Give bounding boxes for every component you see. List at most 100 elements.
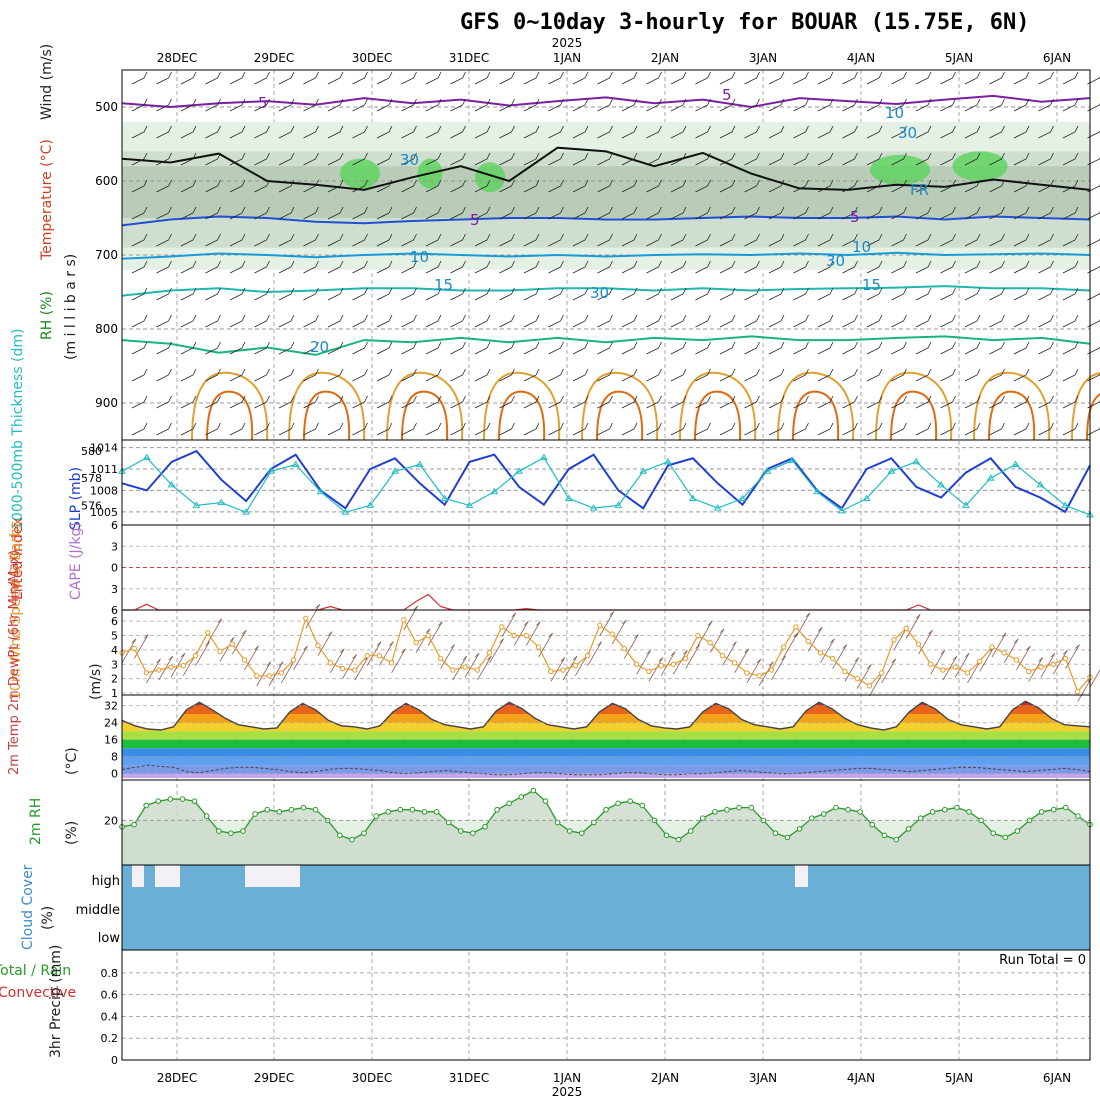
wind-barb (425, 98, 442, 112)
wind-barb (205, 422, 221, 436)
cloud-gap (245, 865, 300, 887)
wind-barb (646, 422, 662, 436)
wind-tick-5: 5 (111, 630, 118, 643)
wind-barb (205, 152, 221, 166)
wind-barb (425, 422, 442, 436)
wind-barb (1013, 287, 1030, 301)
wind-barb (156, 314, 172, 328)
li-tick-0: 0 (111, 562, 118, 575)
wind-barb (1062, 233, 1079, 247)
wind-barb (866, 287, 883, 301)
wind-barb (523, 233, 540, 247)
wind-barb (768, 233, 785, 247)
wind-barb (523, 368, 540, 382)
rh-ylabel: 2m RH (%) (28, 798, 80, 845)
thickness-marker (1061, 501, 1070, 508)
boundary-layer-contour (191, 371, 269, 441)
wind-barb (621, 125, 638, 139)
wind-barb (1013, 314, 1030, 328)
wind-barb (499, 341, 515, 355)
wind-speed-marker (315, 642, 321, 649)
wind-barb (597, 287, 613, 301)
wind-barb (940, 98, 956, 112)
li-tick--6: 6 (111, 519, 118, 532)
wind-barb (646, 341, 662, 355)
rh-marker (954, 804, 960, 811)
wind-barb (940, 260, 956, 274)
thickness-marker (192, 501, 201, 508)
wind-barb (940, 152, 956, 166)
wind-barb (989, 152, 1005, 166)
wind-barb (499, 314, 515, 328)
cape-ylabel: Lifted Index CAPE (J/kg) (10, 518, 84, 600)
wind-barb (1038, 98, 1054, 112)
wind-barb (376, 260, 393, 274)
rh-marker (554, 819, 561, 826)
wind-barb (303, 422, 319, 436)
wind-barb (768, 206, 785, 220)
wind-barb (695, 152, 711, 166)
wind-barb (474, 179, 491, 193)
wind-barb (548, 98, 564, 112)
rh-marker (421, 809, 428, 815)
wind-barb (572, 368, 589, 382)
bottom-day-label-31DEC: 31DEC (449, 1071, 489, 1085)
wind-barb (229, 206, 246, 220)
cloud-row-middle: middle (76, 903, 120, 918)
pressure-tick-600: 600 (95, 174, 118, 188)
wind-barb (964, 206, 981, 220)
wind-barb (1038, 179, 1054, 193)
thickness-marker (862, 494, 871, 502)
wind-barb (817, 260, 834, 274)
lifted-index-line (122, 593, 1090, 611)
wind-barb (817, 233, 834, 247)
surface-wind-barb (856, 664, 872, 689)
rh-marker (808, 815, 815, 822)
rh-marker (579, 830, 585, 836)
wind-barb (474, 341, 491, 355)
rh-moist-blob (870, 154, 930, 185)
wind-barb (303, 206, 319, 220)
wind-barb (376, 395, 393, 409)
surface-wind-barb (918, 629, 933, 655)
isotherm-1 (121, 146, 1091, 191)
wind-barb (156, 206, 172, 220)
boundary-layer-contour (890, 390, 938, 441)
wind-barb (474, 152, 491, 166)
wind-barb (401, 395, 417, 409)
wind-label: 10m Wind Speed & Barbs (8, 521, 24, 700)
temp-tick-32: 32 (104, 700, 118, 713)
wind-tick-6: 6 (111, 615, 118, 628)
wind-barb (499, 98, 515, 112)
rh-marker (300, 804, 307, 811)
wind-barb (352, 233, 368, 247)
wind-barb (156, 71, 172, 85)
wind-barb (376, 206, 393, 220)
wind-barb (842, 71, 858, 85)
surface-wind-barb (170, 652, 186, 678)
surface-wind-barb (378, 641, 394, 666)
wind-barb (744, 260, 760, 274)
wind-barb (621, 287, 638, 301)
wind-barb (1087, 427, 1100, 436)
wind-barb (523, 98, 540, 112)
precip-tick-0: 0 (111, 1054, 118, 1067)
cloud-ylabel: Cloud Cover (%) (20, 864, 56, 950)
wind-barb (303, 287, 319, 301)
wind-barb (768, 98, 785, 112)
wind-barb (205, 125, 221, 139)
wind-barb (205, 287, 221, 301)
rh-marker (397, 806, 404, 813)
wind-barb (327, 422, 344, 436)
rh-marker (566, 828, 573, 834)
wind-speed-marker (290, 657, 297, 663)
bottom-day-label-29DEC: 29DEC (254, 1071, 294, 1085)
wind-barb (180, 260, 197, 274)
wind-barb (719, 71, 736, 85)
wind-barb (1062, 206, 1079, 220)
wind-barb (670, 368, 687, 382)
rh-marker (131, 821, 137, 828)
rh-fill (122, 790, 1090, 865)
wind-barb (278, 368, 295, 382)
panel-frame-3 (121, 609, 1091, 696)
